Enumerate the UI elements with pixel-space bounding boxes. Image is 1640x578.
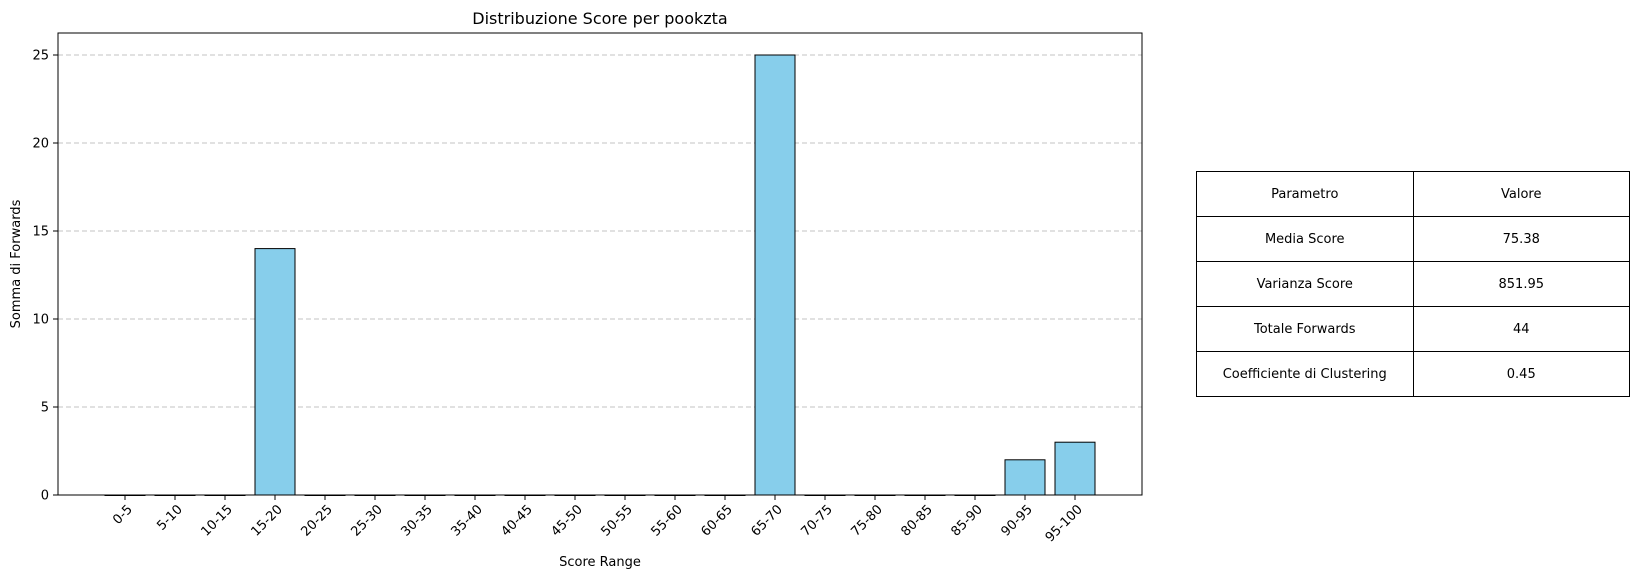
x-axis-ticks: 0-5 5-10 10-15 15-20 20-25 25-30 30-35 35-40 40-… xyxy=(110,495,1086,545)
table-cell: 44 xyxy=(1412,306,1630,352)
x-tick-label: 60-65 xyxy=(699,502,736,539)
y-axis-label: Somma di Forwards xyxy=(9,199,24,328)
table-cell: 0.45 xyxy=(1412,351,1630,397)
x-tick-label: 90-95 xyxy=(999,502,1036,539)
table-row: Coefficiente di Clustering 0.45 xyxy=(1196,351,1630,397)
table-header-cell: Valore xyxy=(1412,171,1630,217)
x-axis-label: Score Range xyxy=(559,555,641,570)
table-header-cell: Parametro xyxy=(1196,171,1414,217)
bar xyxy=(754,54,796,496)
x-tick-label: 80-85 xyxy=(899,502,936,539)
table-cell: 75.38 xyxy=(1412,216,1630,262)
x-tick-label: 50-55 xyxy=(599,502,636,539)
x-tick-label: 70-75 xyxy=(799,502,836,539)
x-tick-label: 35-40 xyxy=(449,502,486,539)
x-tick-label: 85-90 xyxy=(949,502,986,539)
gridlines xyxy=(58,54,1142,408)
x-tick-label: 40-45 xyxy=(499,502,536,539)
y-tick-label: 25 xyxy=(32,49,49,64)
x-tick-label: 55-60 xyxy=(649,502,686,539)
y-axis-ticks: 0 5 10 15 20 25 xyxy=(32,49,58,504)
table-cell: Coefficiente di Clustering xyxy=(1196,351,1414,397)
table-cell: Varianza Score xyxy=(1196,261,1414,307)
y-tick-label: 5 xyxy=(41,401,49,416)
x-tick-label: 45-50 xyxy=(549,502,586,539)
table-cell: Media Score xyxy=(1196,216,1414,262)
table-row: Media Score 75.38 xyxy=(1196,216,1630,262)
x-tick-label: 65-70 xyxy=(749,502,786,539)
table-row: Varianza Score 851.95 xyxy=(1196,261,1630,307)
chart-title: Distribuzione Score per pookzta xyxy=(472,9,727,28)
x-tick-label: 75-80 xyxy=(849,502,886,539)
x-tick-label: 95-100 xyxy=(1043,502,1086,545)
x-tick-label: 15-20 xyxy=(249,502,286,539)
y-tick-label: 15 xyxy=(32,225,49,240)
x-tick-label: 20-25 xyxy=(299,502,336,539)
table-header-row: Parametro Valore xyxy=(1196,171,1630,217)
table-row: Totale Forwards 44 xyxy=(1196,306,1630,352)
y-tick-label: 0 xyxy=(41,489,49,504)
bar xyxy=(1004,459,1046,496)
x-tick-label: 30-35 xyxy=(399,502,436,539)
stats-table: Parametro Valore Media Score 75.38 Varia… xyxy=(1196,171,1630,397)
bars xyxy=(104,54,1096,496)
plot-frame xyxy=(57,32,1143,496)
table-cell: 851.95 xyxy=(1412,261,1630,307)
x-tick-label: 5-10 xyxy=(154,502,185,533)
y-tick-label: 10 xyxy=(32,313,49,328)
x-tick-label: 0-5 xyxy=(110,502,136,528)
bar xyxy=(254,248,296,496)
y-tick-label: 20 xyxy=(32,137,49,152)
x-tick-label: 10-15 xyxy=(199,502,236,539)
x-tick-label: 25-30 xyxy=(349,502,386,539)
table-cell: Totale Forwards xyxy=(1196,306,1414,352)
bar xyxy=(1054,441,1096,496)
